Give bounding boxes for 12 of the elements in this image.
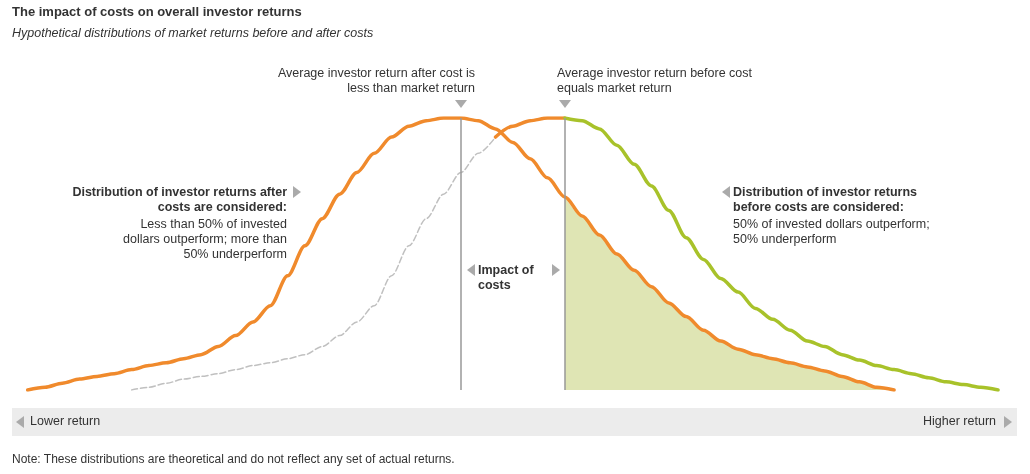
chart-subtitle: Hypothetical distributions of market returns before and after costs xyxy=(12,26,374,41)
chart-title: The impact of costs on overall investor returns xyxy=(12,4,302,19)
annotation: Distribution of investor returns before costs are considered: xyxy=(733,185,919,215)
text: Higher return xyxy=(923,414,996,429)
annotation: Distribution of investor returns after costs are considered: xyxy=(72,185,287,215)
annotation: Impact of costs xyxy=(478,263,535,293)
text: Average investor return after cost is less than market return xyxy=(276,66,475,96)
annotation: 50% of invested dollars outperform; 50% underperform xyxy=(733,217,931,247)
annotation: Less than 50% of invested dollars outperform; more than 50% underperform xyxy=(122,217,287,262)
text: Average investor return before cost equals market return xyxy=(557,66,753,96)
text: Lower return xyxy=(30,414,101,429)
text: Note: These distributions are theoretical and do not reflect any set of actual returns. xyxy=(12,452,455,467)
